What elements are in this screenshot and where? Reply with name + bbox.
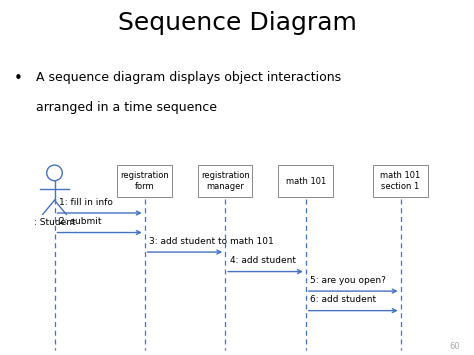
Text: math 101
section 1: math 101 section 1 [381, 171, 420, 191]
Text: 5: are you open?: 5: are you open? [310, 276, 386, 285]
Text: A sequence diagram displays object interactions: A sequence diagram displays object inter… [36, 71, 341, 84]
Text: 4: add student: 4: add student [230, 256, 296, 265]
Bar [117, 165, 172, 197]
Text: •: • [14, 71, 23, 86]
Bar [198, 165, 252, 197]
Text: arranged in a time sequence: arranged in a time sequence [36, 101, 217, 114]
Text: 1: fill in info: 1: fill in info [59, 198, 113, 207]
Text: 6: add student: 6: add student [310, 295, 377, 304]
Text: : Student: : Student [34, 218, 75, 227]
Text: 60: 60 [449, 343, 460, 351]
Text: registration
form: registration form [120, 171, 169, 191]
Text: 2: submit: 2: submit [59, 217, 102, 226]
Text: Sequence Diagram: Sequence Diagram [118, 11, 356, 35]
Text: math 101: math 101 [286, 176, 326, 186]
Bar [279, 165, 333, 197]
Text: registration
manager: registration manager [201, 171, 249, 191]
Bar [373, 165, 428, 197]
Text: 3: add student to math 101: 3: add student to math 101 [149, 237, 274, 246]
